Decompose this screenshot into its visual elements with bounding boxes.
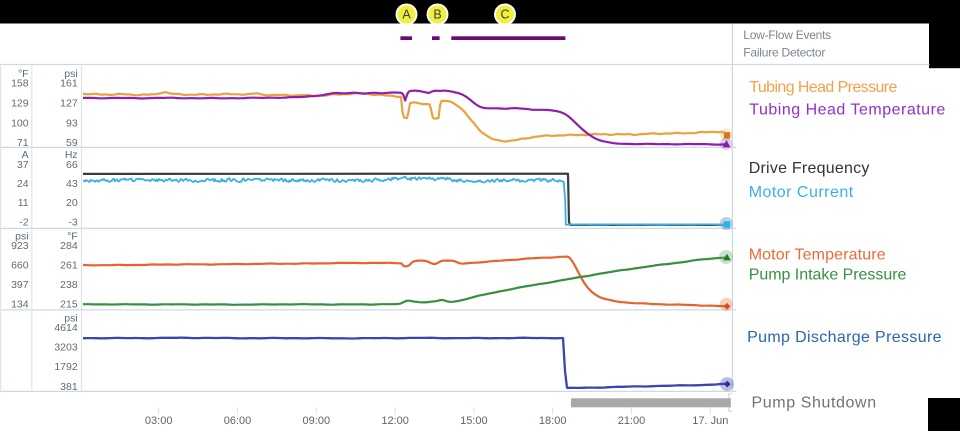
svg-text:43: 43: [66, 178, 78, 190]
svg-text:15:00: 15:00: [460, 415, 488, 427]
svg-text:134: 134: [11, 299, 29, 311]
svg-text:psi: psi: [15, 230, 28, 242]
svg-text:Pump Intake Pressure: Pump Intake Pressure: [749, 267, 907, 284]
svg-text:-3: -3: [68, 216, 77, 228]
svg-text:Pump Shutdown: Pump Shutdown: [752, 395, 877, 412]
svg-text:238: 238: [60, 279, 78, 291]
svg-text:18:00: 18:00: [539, 415, 567, 427]
svg-text:A: A: [402, 8, 411, 22]
svg-text:C: C: [500, 8, 509, 22]
svg-text:A: A: [22, 149, 29, 161]
svg-text:284: 284: [60, 240, 78, 252]
svg-text:71: 71: [17, 137, 29, 149]
svg-text:11: 11: [18, 197, 29, 209]
svg-text:Tubing Head Pressure: Tubing Head Pressure: [749, 79, 897, 96]
svg-text:24: 24: [17, 178, 29, 190]
svg-text:158: 158: [11, 78, 29, 90]
svg-text:261: 261: [60, 259, 78, 271]
svg-text:161: 161: [60, 78, 78, 90]
svg-text:381: 381: [60, 381, 78, 393]
svg-text:127: 127: [60, 98, 78, 110]
svg-text:66: 66: [66, 159, 78, 171]
svg-text:06:00: 06:00: [224, 415, 252, 427]
svg-text:°F: °F: [67, 230, 78, 242]
svg-text:923: 923: [11, 240, 29, 252]
svg-text:17. Jun: 17. Jun: [692, 415, 728, 427]
svg-text:Drive Frequency: Drive Frequency: [749, 160, 870, 177]
svg-text:37: 37: [17, 159, 29, 171]
svg-text:129: 129: [11, 98, 29, 110]
svg-text:215: 215: [60, 299, 78, 311]
svg-text:Pump Discharge Pressure: Pump Discharge Pressure: [747, 329, 942, 346]
svg-text:09:00: 09:00: [303, 415, 331, 427]
svg-text:12:00: 12:00: [381, 415, 409, 427]
svg-text:B: B: [433, 8, 441, 22]
svg-text:Motor Current: Motor Current: [749, 184, 854, 201]
svg-text:psi: psi: [64, 68, 77, 80]
svg-text:660: 660: [11, 259, 29, 271]
svg-text:03:00: 03:00: [145, 415, 173, 427]
svg-text:21:00: 21:00: [618, 415, 646, 427]
svg-text:Low-Flow Events: Low-Flow Events: [743, 28, 831, 42]
svg-text:Failure Detector: Failure Detector: [743, 45, 825, 59]
svg-text:Tubing Head Temperature: Tubing Head Temperature: [749, 101, 946, 118]
svg-text:-2: -2: [19, 216, 28, 228]
svg-text:93: 93: [66, 117, 78, 129]
svg-text:Motor Temperature: Motor Temperature: [749, 246, 886, 263]
svg-text:Hz: Hz: [65, 149, 78, 161]
svg-text:20: 20: [66, 197, 78, 209]
svg-text:4614: 4614: [54, 322, 78, 334]
svg-text:100: 100: [11, 117, 29, 129]
svg-text:°F: °F: [18, 68, 29, 80]
svg-text:3203: 3203: [54, 342, 78, 354]
svg-text:1792: 1792: [54, 361, 78, 373]
svg-text:59: 59: [66, 137, 78, 149]
svg-text:397: 397: [11, 279, 29, 291]
svg-text:psi: psi: [64, 312, 77, 324]
